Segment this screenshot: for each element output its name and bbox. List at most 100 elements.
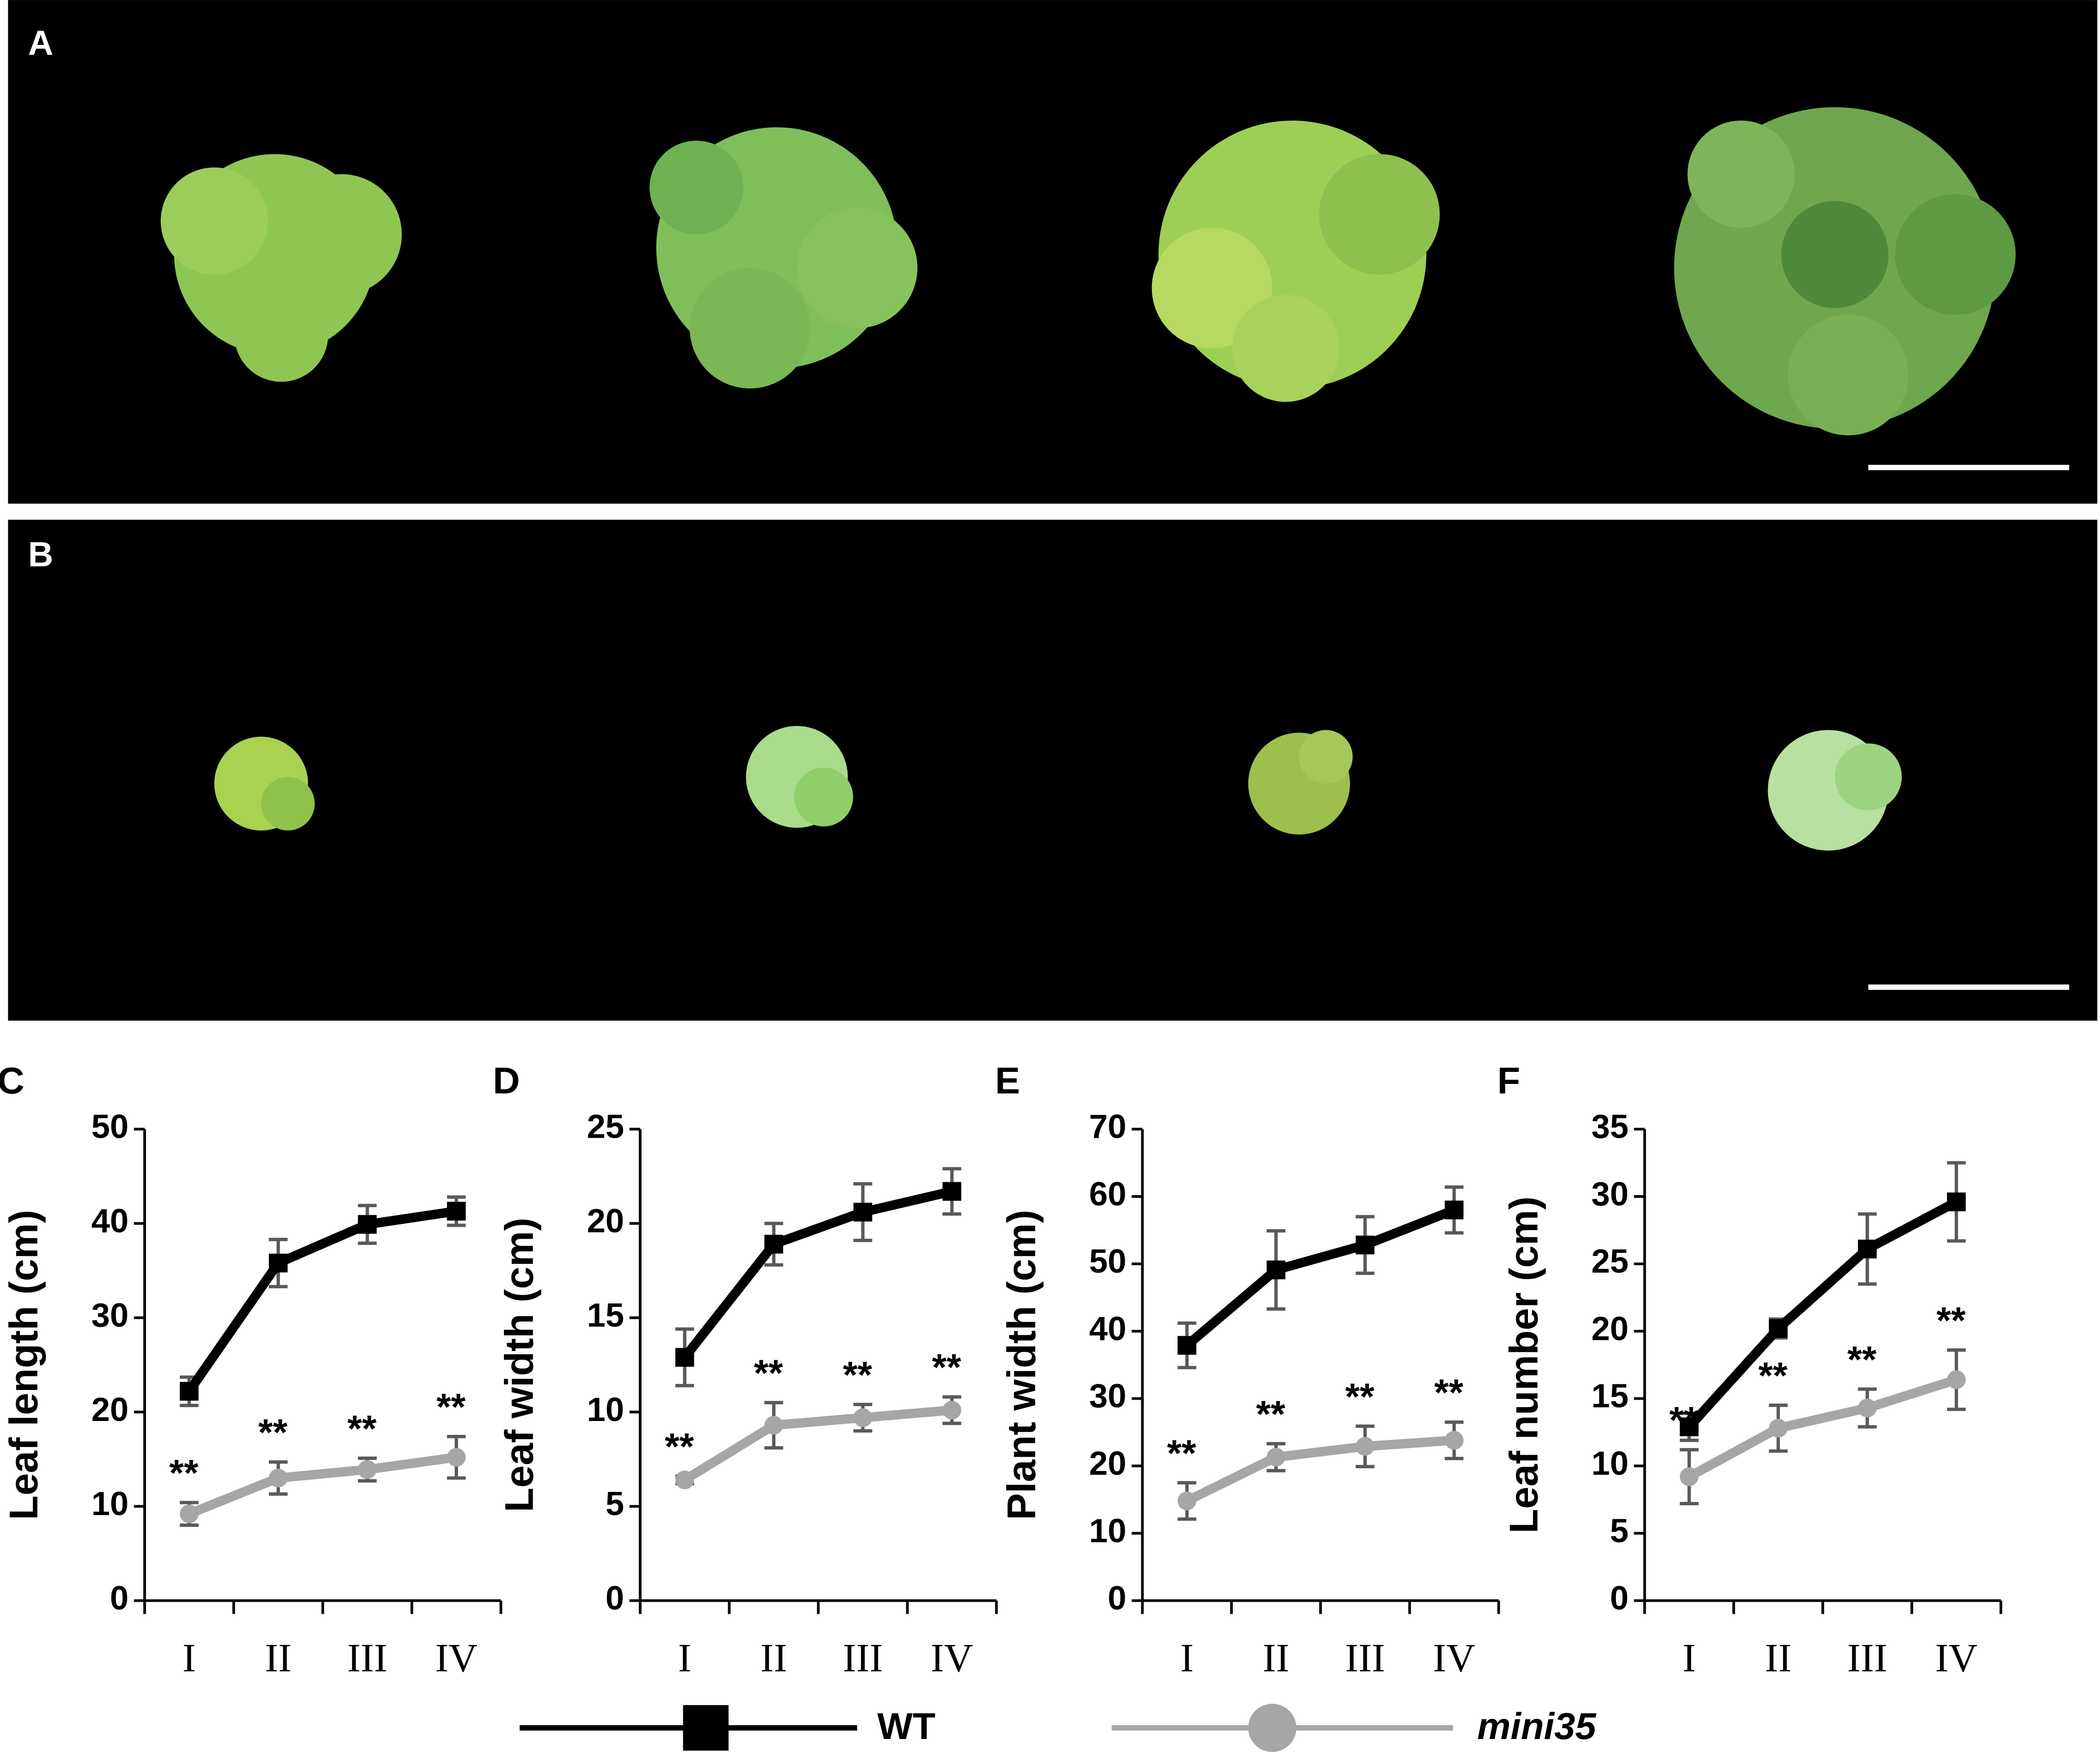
marker bbox=[1947, 1370, 1966, 1389]
significance: ** bbox=[1167, 1433, 1196, 1474]
photo-panel bbox=[8, 520, 2098, 1021]
significance: ** bbox=[169, 1453, 198, 1494]
marker bbox=[675, 1470, 694, 1490]
significance: ** bbox=[843, 1354, 872, 1396]
marker bbox=[942, 1182, 961, 1201]
y-tick-label: 50 bbox=[1089, 1243, 1126, 1280]
marker bbox=[1177, 1491, 1196, 1510]
y-axis-label: Plant width (cm) bbox=[999, 1210, 1044, 1520]
panel-label: F bbox=[1497, 1060, 1520, 1102]
marker bbox=[358, 1215, 377, 1234]
marker bbox=[675, 1348, 694, 1367]
marker bbox=[447, 1202, 466, 1221]
marker bbox=[1680, 1467, 1699, 1486]
x-tick-label: I bbox=[678, 1636, 692, 1680]
panel-label: D bbox=[493, 1060, 520, 1102]
x-tick-label: I bbox=[183, 1636, 196, 1680]
y-tick-label: 25 bbox=[1591, 1243, 1629, 1280]
panel-label: B bbox=[28, 535, 53, 574]
marker bbox=[358, 1460, 377, 1479]
significance: ** bbox=[1256, 1394, 1285, 1435]
marker bbox=[764, 1415, 783, 1435]
series-line: WT bbox=[681, 1186, 953, 1360]
series-line: WT bbox=[1686, 1198, 1959, 1430]
marker bbox=[1445, 1431, 1464, 1450]
y-tick-label: 50 bbox=[91, 1109, 128, 1146]
marker bbox=[853, 1203, 872, 1222]
x-tick-label: III bbox=[1847, 1636, 1888, 1680]
x-tick-label: III bbox=[1345, 1636, 1385, 1680]
series-line: WT bbox=[185, 1206, 457, 1394]
marker bbox=[447, 1448, 466, 1467]
significance: ** bbox=[1847, 1339, 1877, 1381]
marker bbox=[1445, 1200, 1464, 1220]
marker bbox=[1355, 1437, 1375, 1456]
y-tick-label: 10 bbox=[587, 1391, 624, 1428]
x-tick-label: II bbox=[1263, 1636, 1290, 1680]
y-tick-label: 10 bbox=[91, 1485, 128, 1523]
y-tick-label: 0 bbox=[1610, 1580, 1629, 1617]
marker bbox=[1355, 1236, 1375, 1255]
significance: ** bbox=[1758, 1355, 1788, 1397]
marker bbox=[1858, 1398, 1877, 1418]
x-tick-label: IV bbox=[435, 1636, 477, 1680]
significance: ** bbox=[347, 1408, 376, 1450]
significance: ** bbox=[1345, 1376, 1375, 1418]
marker bbox=[179, 1382, 199, 1401]
x-tick-label: III bbox=[347, 1636, 388, 1680]
significance: ** bbox=[436, 1386, 465, 1428]
y-tick-label: 15 bbox=[587, 1297, 624, 1334]
y-axis-label: Leaf length (cm) bbox=[2, 1210, 46, 1520]
x-tick-label: I bbox=[1180, 1636, 1194, 1680]
x-tick-label: IV bbox=[1935, 1636, 1977, 1680]
x-tick-label: IV bbox=[931, 1636, 973, 1680]
panel-label: E bbox=[995, 1060, 1020, 1102]
significance: ** bbox=[665, 1426, 694, 1468]
y-tick-label: 5 bbox=[605, 1485, 624, 1523]
legend-marker bbox=[1248, 1703, 1297, 1752]
panel-label: C bbox=[0, 1060, 25, 1102]
significance: ** bbox=[754, 1352, 783, 1394]
y-tick-label: 40 bbox=[1089, 1310, 1126, 1347]
significance: ** bbox=[932, 1347, 961, 1389]
legend-label: WT bbox=[877, 1706, 935, 1747]
marker bbox=[764, 1235, 783, 1254]
x-tick-label: II bbox=[1765, 1636, 1792, 1680]
series-line: mini35 bbox=[1686, 1375, 1958, 1481]
marker bbox=[1858, 1239, 1877, 1259]
series-line: WT bbox=[1184, 1205, 1456, 1349]
y-tick-label: 60 bbox=[1089, 1176, 1126, 1213]
y-tick-label: 35 bbox=[1591, 1109, 1629, 1146]
series-line: mini35 bbox=[1184, 1435, 1455, 1505]
legend-label: mini35 bbox=[1477, 1706, 1597, 1747]
marker bbox=[1266, 1447, 1285, 1467]
y-tick-label: 0 bbox=[110, 1580, 128, 1617]
y-tick-label: 70 bbox=[1089, 1109, 1126, 1146]
y-tick-label: 20 bbox=[1089, 1445, 1126, 1482]
y-tick-label: 15 bbox=[1591, 1378, 1629, 1415]
marker bbox=[179, 1504, 199, 1523]
plant bbox=[214, 726, 1902, 851]
y-tick-label: 25 bbox=[587, 1109, 624, 1146]
y-tick-label: 30 bbox=[91, 1297, 128, 1334]
plant bbox=[160, 107, 2016, 436]
significance: ** bbox=[258, 1412, 287, 1453]
marker bbox=[1769, 1319, 1788, 1338]
y-tick-label: 0 bbox=[605, 1580, 624, 1617]
panel-label: A bbox=[28, 23, 53, 62]
y-axis-label: Leaf width (cm) bbox=[497, 1217, 542, 1512]
y-tick-label: 20 bbox=[587, 1203, 624, 1240]
x-tick-label: II bbox=[265, 1636, 292, 1680]
series-line: mini35 bbox=[187, 1453, 457, 1518]
x-tick-label: III bbox=[843, 1636, 883, 1680]
y-axis-label: Leaf number (cm) bbox=[1502, 1196, 1546, 1533]
y-tick-label: 10 bbox=[1089, 1512, 1126, 1549]
y-tick-label: 5 bbox=[1610, 1512, 1629, 1549]
significance: ** bbox=[1434, 1372, 1464, 1414]
legend: WT mini35 bbox=[519, 1703, 1597, 1752]
legend-marker bbox=[683, 1705, 729, 1751]
x-tick-label: I bbox=[1682, 1636, 1696, 1680]
series-line: mini35 bbox=[682, 1405, 953, 1484]
